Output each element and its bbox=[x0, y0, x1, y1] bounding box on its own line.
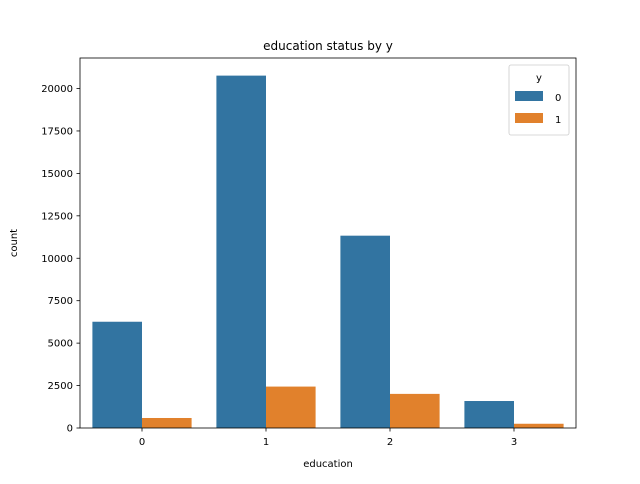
x-tick-label: 2 bbox=[387, 437, 393, 448]
bar-cat-1-series-0 bbox=[216, 75, 266, 429]
x-axis-ticks: 0 1 2 3 bbox=[139, 428, 517, 448]
bar-cat-0-series-0 bbox=[92, 321, 142, 428]
y-tick-label: 10000 bbox=[41, 254, 73, 265]
x-tick-label: 3 bbox=[511, 437, 517, 448]
y-tick-label: 2500 bbox=[48, 381, 73, 392]
legend-swatch-series-1 bbox=[515, 113, 543, 123]
bar-cat-2-series-1 bbox=[390, 393, 440, 428]
legend-title: y bbox=[536, 73, 542, 84]
y-tick-label: 7500 bbox=[48, 296, 73, 307]
y-tick-label: 15000 bbox=[41, 169, 73, 180]
y-axis-ticks: 0 2500 5000 7500 10000 12500 15000 17500 20000 bbox=[41, 84, 80, 435]
y-tick-label: 5000 bbox=[48, 339, 73, 350]
bar-cat-3-series-0 bbox=[464, 401, 514, 428]
y-tick-label: 17500 bbox=[41, 126, 73, 137]
legend-label-series-0: 0 bbox=[555, 93, 561, 104]
bar-cat-2-series-0 bbox=[340, 235, 390, 428]
y-axis-label: count bbox=[9, 229, 20, 257]
bars-group bbox=[92, 75, 564, 429]
plot-frame bbox=[79, 57, 577, 429]
bar-cat-1-series-1 bbox=[266, 386, 316, 428]
y-tick-label: 20000 bbox=[41, 84, 73, 95]
y-tick-label: 0 bbox=[67, 424, 73, 435]
legend-label-series-1: 1 bbox=[555, 115, 561, 126]
bar-cat-0-series-1 bbox=[142, 417, 192, 428]
chart-title: education status by y bbox=[263, 39, 393, 53]
x-axis-label: education bbox=[303, 459, 353, 470]
legend: y 0 1 bbox=[508, 64, 570, 136]
legend-swatch-series-0 bbox=[515, 91, 543, 101]
y-tick-label: 12500 bbox=[41, 211, 73, 222]
x-tick-label: 0 bbox=[139, 437, 145, 448]
x-tick-label: 1 bbox=[263, 437, 269, 448]
bar-cat-3-series-1 bbox=[514, 423, 564, 428]
